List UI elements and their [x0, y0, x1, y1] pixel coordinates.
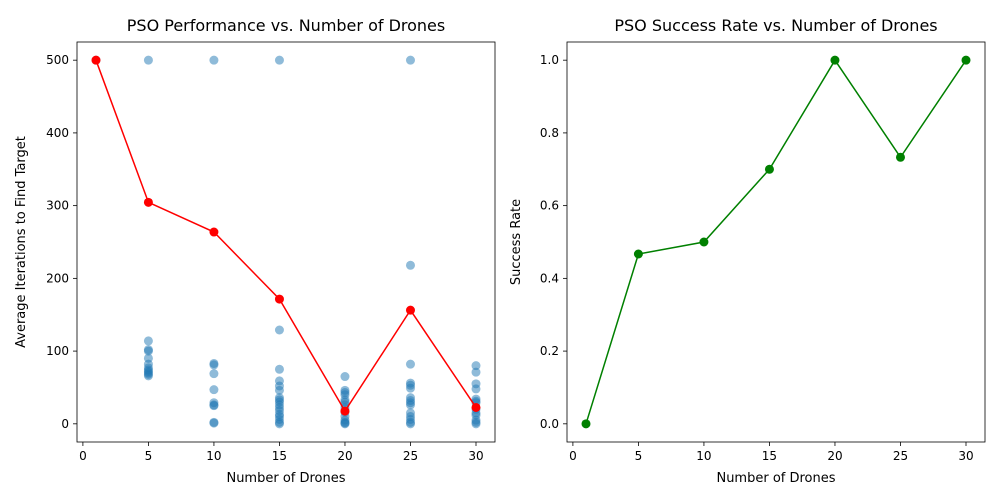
y-tick-label: 400: [46, 126, 69, 140]
scatter-point: [209, 55, 219, 65]
x-tick-label: 5: [635, 449, 643, 463]
scatter-point: [471, 384, 481, 394]
scatter-point: [471, 419, 481, 429]
scatter-point: [209, 360, 219, 370]
x-tick-label: 30: [468, 449, 483, 463]
scatter-point: [209, 401, 219, 411]
x-tick-label: 20: [827, 449, 842, 463]
chart-title: PSO Performance vs. Number of Drones: [127, 16, 445, 35]
scatter-point: [274, 55, 284, 65]
line-marker: [764, 164, 774, 174]
scatter-point: [405, 55, 415, 65]
x-tick-label: 0: [79, 449, 87, 463]
scatter-point: [471, 367, 481, 377]
series-line: [585, 58, 967, 425]
scatter-point: [405, 383, 415, 393]
y-tick-label: 0: [61, 417, 69, 431]
scatter-point: [405, 400, 415, 410]
y-tick-label: 500: [46, 53, 69, 67]
line-marker: [699, 237, 709, 247]
chart-title: PSO Success Rate vs. Number of Drones: [614, 16, 937, 35]
y-axis-label: Success Rate: [509, 199, 524, 285]
line-marker: [633, 249, 643, 259]
y-tick-label: 100: [46, 344, 69, 358]
scatter-point: [274, 364, 284, 374]
line-marker: [895, 152, 905, 162]
x-tick-label: 10: [206, 449, 221, 463]
y-tick-label: 1.0: [540, 53, 559, 67]
scatter-point: [405, 419, 415, 429]
y-tick-label: 0.0: [540, 417, 559, 431]
scatter-point: [471, 361, 481, 371]
x-tick-label: 5: [145, 449, 153, 463]
scatter-point: [405, 359, 415, 369]
scatter-point: [209, 418, 219, 428]
y-tick-label: 0.6: [540, 199, 559, 213]
plot-frame: [566, 41, 986, 443]
scatter-point: [274, 325, 284, 335]
line-marker: [471, 402, 481, 412]
line-marker: [405, 305, 415, 315]
chart-pso-success-rate: 0 5 10 15 20 25 30 0.0 0.2 0.4 0.6 0.8 1.0 PSO Succes…: [509, 16, 986, 486]
scatter-point: [143, 336, 153, 346]
x-tick-label: 10: [696, 449, 711, 463]
line-marker: [143, 197, 153, 207]
scatter-point: [274, 385, 284, 395]
x-tick-label: 25: [403, 449, 418, 463]
y-tick-label: 0.2: [540, 344, 559, 358]
x-tick-label: 0: [569, 449, 577, 463]
line-marker: [91, 55, 101, 65]
scatter-point: [274, 419, 284, 429]
x-axis-label: Number of Drones: [226, 471, 345, 486]
y-tick-label: 200: [46, 271, 69, 285]
y-axis-label: Average Iterations to Find Target: [14, 136, 29, 348]
scatter-point: [143, 55, 153, 65]
line-marker: [209, 227, 219, 237]
scatter-point: [143, 346, 153, 356]
line-marker: [340, 406, 350, 416]
x-tick-label: 20: [337, 449, 352, 463]
y-tick-label: 300: [46, 199, 69, 213]
scatter-point: [340, 419, 350, 429]
x-axis-label: Number of Drones: [716, 471, 835, 486]
x-tick-label: 25: [893, 449, 908, 463]
scatter-point: [340, 372, 350, 382]
scatter-point: [405, 260, 415, 270]
line-marker: [830, 55, 840, 65]
x-tick-label: 15: [762, 449, 777, 463]
x-tick-label: 30: [958, 449, 973, 463]
x-tick-label: 15: [272, 449, 287, 463]
line-marker: [961, 55, 971, 65]
y-tick-label: 0.4: [540, 271, 559, 285]
scatter-point: [143, 371, 153, 381]
series-line: [95, 59, 477, 413]
y-tick-label: 0.8: [540, 126, 559, 140]
line-marker: [274, 294, 284, 304]
scatter-point: [209, 369, 219, 379]
plot-frame: [76, 41, 496, 443]
scatter-point: [209, 385, 219, 395]
line-marker: [581, 419, 591, 429]
